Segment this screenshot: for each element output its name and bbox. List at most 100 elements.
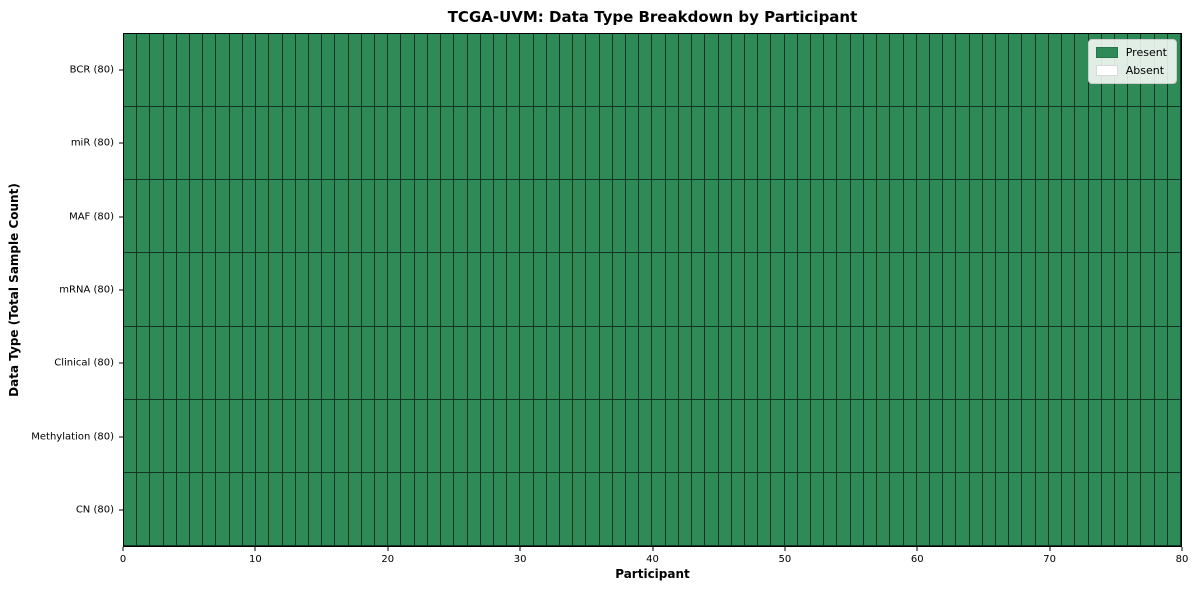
heatmap-cell xyxy=(639,34,653,108)
heatmap-cell xyxy=(493,326,508,400)
heatmap-cell xyxy=(903,399,917,473)
heatmap-cell xyxy=(771,180,785,254)
heatmap-cell xyxy=(163,472,177,546)
heatmap-cell xyxy=(692,253,706,327)
heatmap-cell xyxy=(401,472,415,546)
x-tick-label: 30 xyxy=(513,554,527,565)
heatmap-cell xyxy=(1141,399,1155,473)
heatmap-cell xyxy=(1022,253,1036,327)
heatmap-cell xyxy=(256,107,270,181)
heatmap-cell xyxy=(916,180,930,254)
x-axis-title: Participant xyxy=(615,567,690,581)
heatmap-cell xyxy=(1035,34,1049,108)
heatmap-cell xyxy=(507,472,521,546)
heatmap-cell xyxy=(467,107,481,181)
heatmap-cell xyxy=(956,253,970,327)
heatmap-cell xyxy=(269,399,283,473)
heatmap-cell xyxy=(176,107,191,181)
heatmap-cell xyxy=(520,34,534,108)
heatmap-cell xyxy=(190,253,204,327)
heatmap-cell xyxy=(692,107,706,181)
heatmap-cell xyxy=(1101,472,1115,546)
heatmap-cell xyxy=(1167,107,1181,181)
heatmap-cell xyxy=(665,472,679,546)
heatmap-cell xyxy=(837,107,851,181)
heatmap-cell xyxy=(678,472,693,546)
heatmap-cell xyxy=(388,399,402,473)
heatmap-cell xyxy=(282,399,296,473)
heatmap-cell xyxy=(665,107,679,181)
heatmap-cell xyxy=(890,472,904,546)
heatmap-cell xyxy=(256,180,270,254)
heatmap-cell xyxy=(480,107,494,181)
heatmap-cell xyxy=(837,399,851,473)
heatmap-cell xyxy=(626,107,640,181)
heatmap-cell xyxy=(1048,34,1063,108)
heatmap-cell xyxy=(692,399,706,473)
heatmap-cell xyxy=(150,34,164,108)
heatmap-cell xyxy=(1022,107,1036,181)
present-swatch xyxy=(1095,47,1118,58)
heatmap-cell xyxy=(705,253,719,327)
heatmap-cell xyxy=(692,34,706,108)
heatmap-cell xyxy=(758,107,772,181)
heatmap-cell xyxy=(242,180,257,254)
heatmap-cell xyxy=(916,326,930,400)
heatmap-cell xyxy=(639,326,653,400)
heatmap-cell xyxy=(982,326,997,400)
heatmap-cell xyxy=(361,326,376,400)
heatmap-cell xyxy=(163,180,177,254)
heatmap-cell xyxy=(1114,107,1129,181)
heatmap-cell xyxy=(1088,326,1102,400)
heatmap-cell xyxy=(1048,107,1063,181)
heatmap-cell xyxy=(229,34,243,108)
heatmap-cell xyxy=(1154,326,1168,400)
heatmap-cell xyxy=(612,180,627,254)
heatmap-cell xyxy=(322,253,336,327)
heatmap-cell xyxy=(163,326,177,400)
heatmap-cell xyxy=(480,399,494,473)
heatmap-cell xyxy=(784,34,798,108)
heatmap-cell xyxy=(308,326,323,400)
heatmap-cell xyxy=(850,399,864,473)
heatmap-cell xyxy=(441,34,455,108)
heatmap-cell xyxy=(229,326,243,400)
heatmap-cell xyxy=(269,326,283,400)
heatmap-cell xyxy=(176,180,191,254)
heatmap-cell xyxy=(916,472,930,546)
heatmap-cell xyxy=(758,180,772,254)
heatmap-cell xyxy=(877,472,891,546)
heatmap-cell xyxy=(1154,472,1168,546)
heatmap-cell xyxy=(1154,180,1168,254)
heatmap-cell xyxy=(573,399,587,473)
heatmap-cell xyxy=(811,34,825,108)
heatmap-cell xyxy=(626,253,640,327)
heatmap-cell xyxy=(916,34,930,108)
heatmap-cell xyxy=(203,180,217,254)
heatmap-cell xyxy=(176,34,191,108)
heatmap-cell xyxy=(996,34,1010,108)
heatmap-cell xyxy=(678,107,693,181)
heatmap-cell xyxy=(612,253,627,327)
heatmap-cell xyxy=(744,253,759,327)
heatmap-cell xyxy=(665,326,679,400)
heatmap-cell xyxy=(678,326,693,400)
heatmap-cell xyxy=(137,34,151,108)
heatmap-cell xyxy=(1101,180,1115,254)
heatmap-cell xyxy=(863,472,878,546)
heatmap-cell xyxy=(203,326,217,400)
heatmap-cell xyxy=(1167,399,1181,473)
heatmap-cell xyxy=(295,34,309,108)
heatmap-cell xyxy=(308,107,323,181)
heatmap-cell xyxy=(361,472,376,546)
heatmap-cell xyxy=(348,253,362,327)
heatmap-cell xyxy=(1075,253,1089,327)
heatmap-cell xyxy=(401,107,415,181)
heatmap-cell xyxy=(599,253,613,327)
heatmap-cell xyxy=(295,399,309,473)
heatmap-cell xyxy=(441,107,455,181)
heatmap-cell xyxy=(546,34,560,108)
heatmap-cell xyxy=(546,399,560,473)
legend-item-absent: Absent xyxy=(1095,64,1167,77)
heatmap-cell xyxy=(308,253,323,327)
